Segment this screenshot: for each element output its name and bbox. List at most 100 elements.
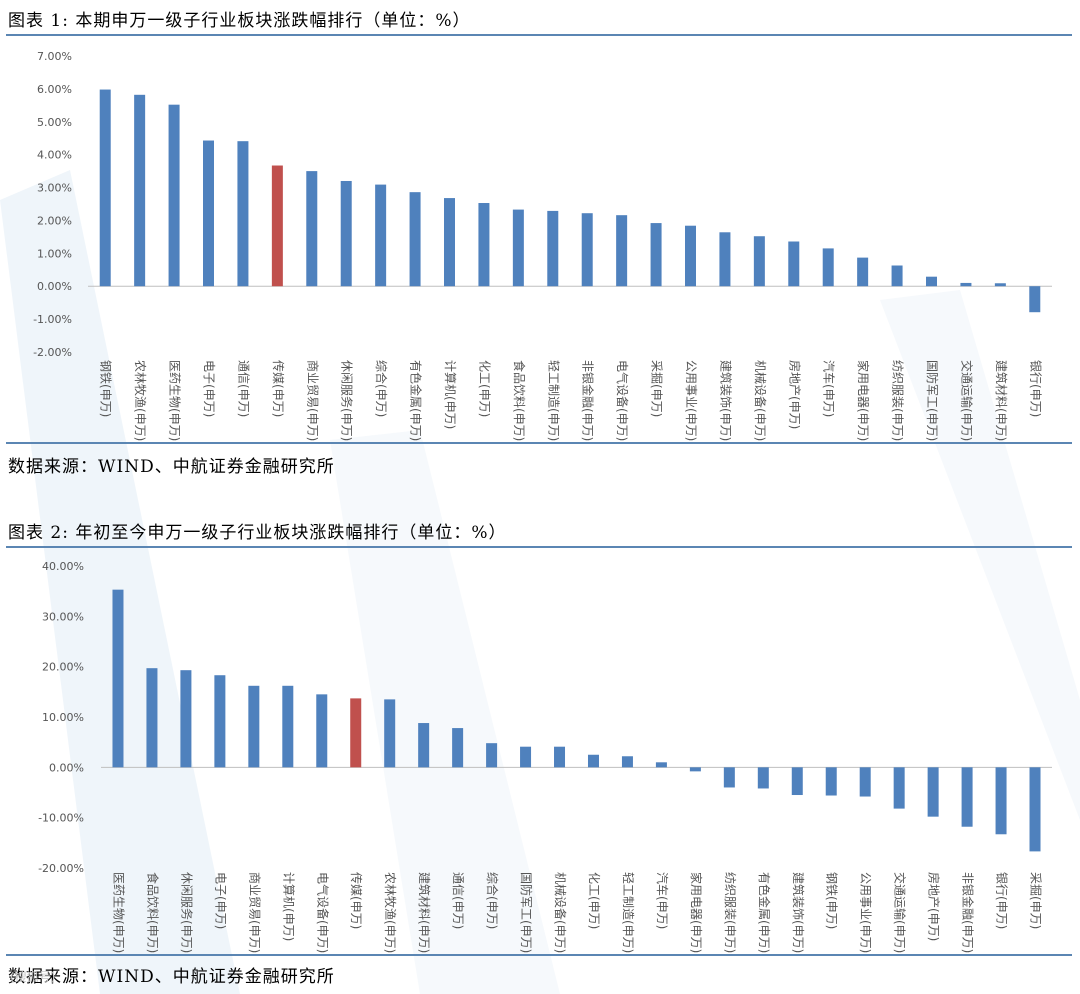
y-tick-label: 7.00% bbox=[37, 50, 72, 63]
category-label: 非银金融(申万) bbox=[581, 360, 596, 441]
bar bbox=[685, 225, 696, 287]
category-label: 轻工制造(申万) bbox=[546, 360, 560, 441]
category-label: 综合(申万) bbox=[374, 360, 389, 417]
category-label: 采掘(申万) bbox=[1029, 872, 1044, 929]
category-label: 交通运输(申万) bbox=[893, 872, 908, 953]
y-tick-label: -1.00% bbox=[33, 313, 72, 326]
category-label: 钢铁(申万) bbox=[825, 872, 839, 929]
bar bbox=[857, 257, 869, 287]
category-label: 传媒(申万) bbox=[271, 360, 286, 417]
bar bbox=[995, 767, 1007, 835]
figure-1-bottom-rule bbox=[6, 442, 1072, 444]
bar bbox=[384, 699, 396, 768]
y-tick-label: 6.00% bbox=[37, 83, 72, 96]
bar bbox=[554, 746, 566, 768]
bar bbox=[791, 767, 803, 796]
bar bbox=[134, 94, 146, 287]
category-label: 纺织服装(申万) bbox=[891, 360, 905, 441]
category-label: 轻工制造(申万) bbox=[621, 872, 635, 953]
y-tick-label: -2.00% bbox=[33, 346, 72, 359]
category-label: 银行(申万) bbox=[1028, 360, 1042, 417]
bar bbox=[822, 248, 834, 287]
y-tick-label: 5.00% bbox=[37, 116, 72, 129]
category-label: 钢铁(申万) bbox=[99, 360, 113, 417]
watermark-credit: (搜狐号) bbox=[10, 970, 56, 984]
category-label: 国防军工(申万) bbox=[519, 872, 534, 953]
bar bbox=[723, 767, 735, 788]
y-tick-label: 2.00% bbox=[37, 214, 72, 227]
category-label: 机械设备(申万) bbox=[753, 360, 768, 441]
category-label: 汽车(申万) bbox=[822, 360, 837, 417]
category-label: 医药生物(申万) bbox=[111, 872, 125, 953]
figure-2-top-rule bbox=[6, 546, 1072, 548]
category-label: 国防军工(申万) bbox=[925, 360, 940, 441]
bar bbox=[655, 762, 667, 768]
bar bbox=[306, 171, 318, 287]
bar bbox=[994, 283, 1006, 287]
category-label: 采掘(申万) bbox=[650, 360, 665, 417]
figure-2-source: 数据来源：WIND、中航证券金融研究所 bbox=[8, 967, 335, 987]
y-tick-label: 20.00% bbox=[42, 661, 84, 674]
bar bbox=[960, 282, 972, 287]
bar bbox=[350, 698, 362, 768]
bar bbox=[587, 754, 599, 768]
category-label: 有色金属(申万) bbox=[757, 872, 772, 953]
category-label: 机械设备(申万) bbox=[553, 872, 568, 953]
category-label: 银行(申万) bbox=[995, 872, 1009, 929]
category-label: 通信(申万) bbox=[451, 872, 465, 929]
bar bbox=[547, 210, 559, 287]
bar bbox=[375, 184, 387, 287]
category-label: 通信(申万) bbox=[236, 360, 250, 417]
bar bbox=[418, 723, 430, 768]
category-label: 建筑装饰(申万) bbox=[718, 360, 733, 441]
y-tick-label: -10.00% bbox=[38, 812, 84, 825]
bar bbox=[271, 165, 283, 287]
y-tick-label: 4.00% bbox=[37, 149, 72, 162]
category-label: 食品饮料(申万) bbox=[512, 360, 527, 441]
category-label: 建筑装饰(申万) bbox=[791, 872, 806, 953]
category-label: 农林牧渔(申万) bbox=[133, 360, 147, 441]
category-label: 公用事业(申万) bbox=[859, 872, 873, 953]
category-label: 非银金融(申万) bbox=[961, 872, 976, 953]
figure-1-source: 数据来源：WIND、中航证券金融研究所 bbox=[8, 457, 335, 477]
bar bbox=[486, 743, 498, 768]
bar bbox=[248, 685, 260, 768]
y-tick-label: 30.00% bbox=[42, 610, 84, 623]
bar bbox=[282, 685, 294, 768]
bar bbox=[788, 241, 800, 287]
category-label: 休闲服务(申万) bbox=[340, 360, 355, 441]
y-tick-label: 40.00% bbox=[42, 560, 84, 573]
bar bbox=[112, 589, 124, 768]
bar bbox=[616, 215, 628, 287]
bar bbox=[825, 767, 837, 796]
category-label: 房地产(申万) bbox=[927, 872, 942, 941]
figure-2-title: 图表 2: 年初至今申万一级子行业板块涨跌幅排行（单位：%） bbox=[8, 523, 507, 543]
bar bbox=[409, 192, 421, 287]
bar bbox=[650, 223, 662, 287]
bar bbox=[621, 756, 633, 768]
category-label: 化工(申万) bbox=[477, 360, 491, 417]
bar bbox=[203, 140, 214, 287]
y-tick-label: 0.00% bbox=[37, 280, 72, 293]
bar bbox=[926, 276, 937, 287]
category-label: 电气设备(申万) bbox=[615, 360, 630, 441]
category-label: 建筑材料(申万) bbox=[994, 360, 1009, 441]
category-label: 传媒(申万) bbox=[349, 872, 364, 929]
bar bbox=[520, 746, 532, 768]
category-label: 公用事业(申万) bbox=[684, 360, 698, 441]
bar bbox=[757, 767, 769, 789]
bar bbox=[168, 104, 180, 287]
bar bbox=[1029, 767, 1041, 852]
bar bbox=[452, 728, 464, 768]
bar bbox=[753, 236, 765, 287]
bar bbox=[478, 203, 490, 287]
bar bbox=[893, 767, 905, 809]
bar bbox=[859, 767, 871, 797]
category-label: 房地产(申万) bbox=[787, 360, 802, 429]
figure-1-bar-chart: 7.00% 6.00% 5.00% 4.00% 3.00% 2.00% 1.00% 0.00%… bbox=[33, 50, 1052, 441]
y-tick-label: 1.00% bbox=[37, 247, 72, 260]
y-tick-label: -20.00% bbox=[38, 862, 84, 875]
category-label: 建筑材料(申万) bbox=[417, 872, 432, 953]
category-label: 医药生物(申万) bbox=[168, 360, 182, 441]
bar bbox=[961, 767, 973, 827]
